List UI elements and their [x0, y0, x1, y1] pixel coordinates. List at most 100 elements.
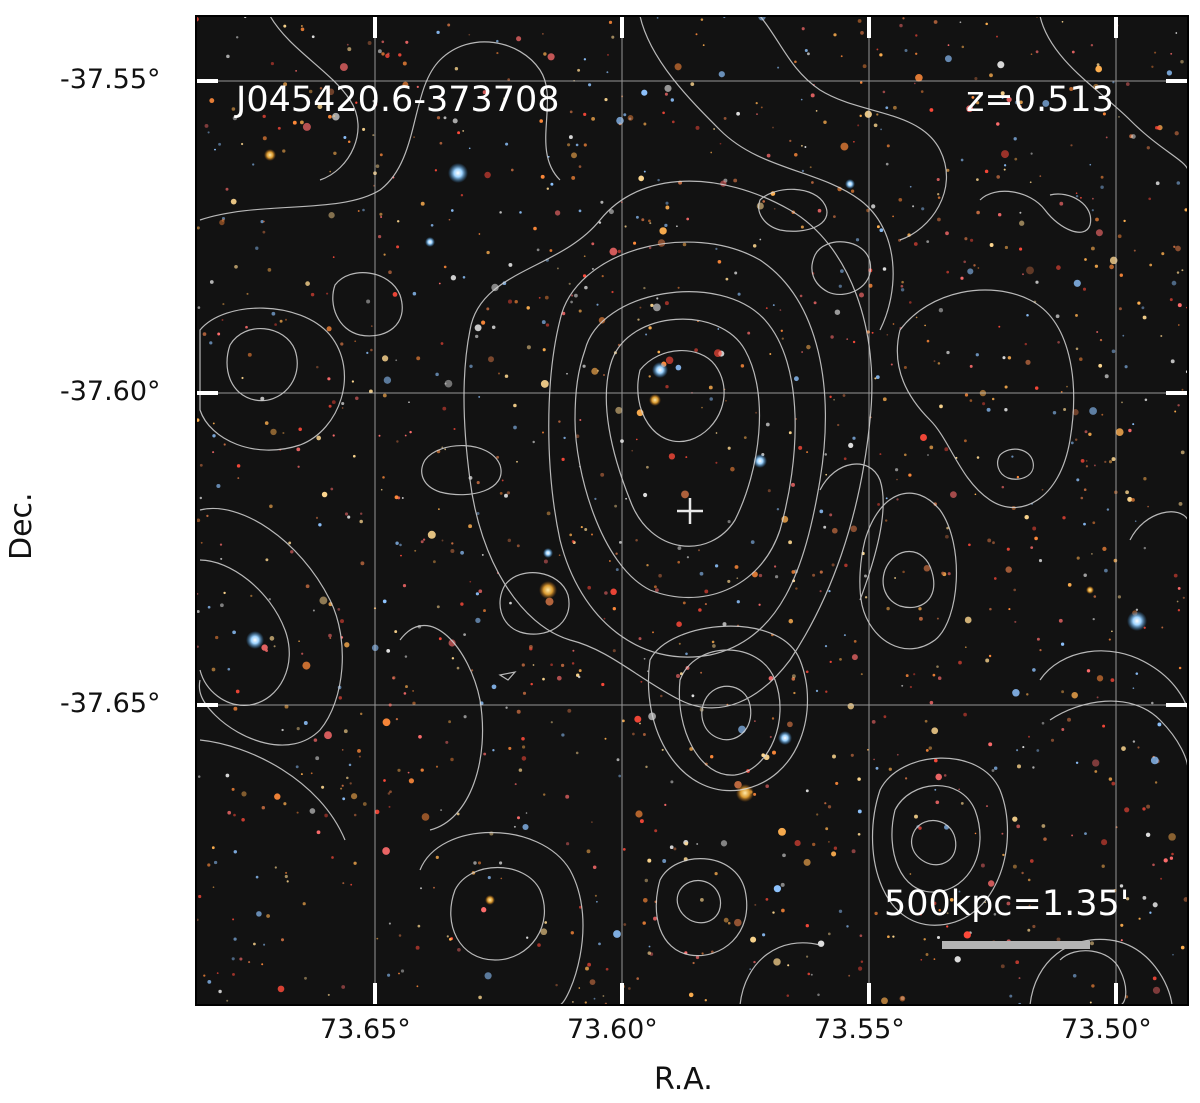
- star: [718, 71, 725, 78]
- star: [598, 221, 602, 224]
- star: [207, 605, 211, 609]
- star: [396, 245, 400, 249]
- star: [253, 942, 256, 946]
- star: [827, 932, 831, 936]
- star: [811, 181, 814, 184]
- star: [639, 819, 644, 824]
- star: [1032, 526, 1037, 531]
- star: [912, 205, 915, 208]
- star: [903, 453, 907, 457]
- bright-source: [264, 149, 276, 161]
- star: [402, 61, 407, 66]
- star: [1008, 608, 1011, 611]
- star: [420, 768, 424, 772]
- star: [631, 449, 634, 452]
- star: [1026, 693, 1029, 696]
- star: [664, 223, 668, 228]
- star: [1125, 897, 1130, 901]
- star: [899, 23, 903, 28]
- star: [439, 141, 443, 145]
- star: [1152, 863, 1155, 867]
- star: [1056, 937, 1061, 942]
- star: [556, 675, 562, 681]
- star: [347, 140, 351, 143]
- star: [727, 921, 731, 925]
- star: [700, 671, 703, 674]
- star: [964, 616, 972, 624]
- contour-line: [499, 572, 570, 635]
- star: [499, 861, 503, 865]
- star: [1181, 388, 1184, 391]
- star: [659, 227, 667, 235]
- star: [596, 303, 599, 306]
- star: [380, 488, 383, 491]
- star: [513, 425, 517, 430]
- bright-source: [778, 731, 792, 745]
- star: [915, 52, 918, 55]
- star: [848, 442, 854, 448]
- star: [452, 118, 458, 124]
- star: [676, 225, 678, 228]
- star: [646, 465, 649, 469]
- star: [699, 571, 704, 576]
- star: [218, 142, 222, 146]
- star: [723, 917, 729, 923]
- star: [1027, 928, 1031, 932]
- star: [1085, 460, 1088, 462]
- star: [388, 270, 392, 275]
- star: [1128, 428, 1132, 433]
- star: [676, 674, 680, 678]
- star: [427, 530, 436, 539]
- star: [717, 259, 722, 264]
- star: [765, 898, 769, 901]
- star: [608, 20, 613, 25]
- star: [281, 728, 284, 732]
- star: [545, 597, 554, 606]
- star: [561, 457, 565, 462]
- star: [803, 858, 811, 866]
- star: [604, 98, 608, 102]
- star: [271, 311, 276, 316]
- contour-line: [647, 625, 808, 792]
- star: [474, 324, 482, 332]
- star: [690, 82, 695, 86]
- star: [614, 504, 618, 508]
- star: [1083, 522, 1086, 526]
- star: [1096, 696, 1099, 699]
- star: [973, 264, 976, 267]
- star: [1000, 964, 1005, 969]
- star: [873, 123, 878, 128]
- star: [1168, 833, 1176, 841]
- star: [382, 476, 385, 479]
- star: [1118, 116, 1120, 118]
- star: [1089, 1001, 1092, 1004]
- star: [882, 267, 887, 271]
- star: [476, 481, 480, 485]
- star: [231, 107, 236, 111]
- star: [1104, 374, 1109, 379]
- star: [462, 276, 466, 279]
- star: [295, 765, 299, 769]
- star: [601, 682, 605, 687]
- star: [932, 673, 936, 677]
- star: [362, 802, 367, 806]
- star: [1006, 547, 1010, 551]
- star: [549, 249, 553, 252]
- star: [310, 772, 313, 775]
- star: [260, 220, 264, 224]
- contour-line: [758, 188, 828, 232]
- star: [341, 407, 344, 409]
- star: [874, 911, 878, 916]
- star: [656, 297, 659, 300]
- star: [240, 142, 244, 146]
- star: [525, 812, 528, 814]
- star: [991, 769, 995, 772]
- star: [876, 48, 879, 51]
- star: [734, 565, 739, 569]
- star: [547, 53, 555, 61]
- contour-line: [811, 241, 872, 296]
- star: [935, 773, 942, 781]
- star: [786, 994, 790, 997]
- star: [791, 482, 795, 487]
- star: [886, 333, 889, 336]
